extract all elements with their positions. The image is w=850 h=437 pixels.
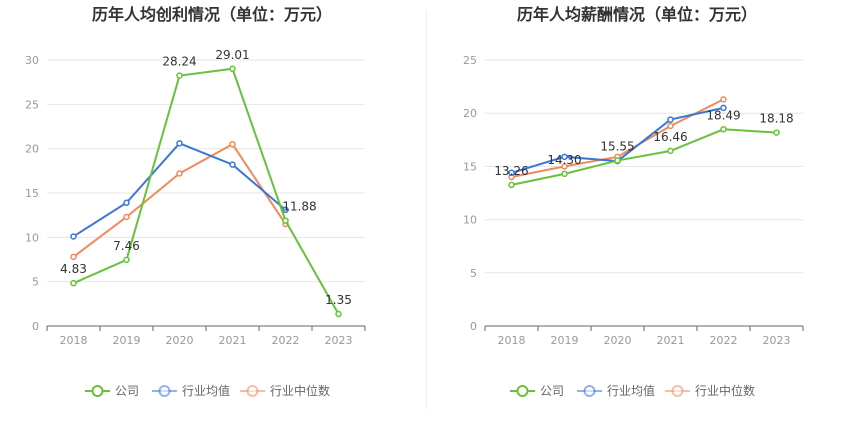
data-label: 4.83 <box>60 262 87 276</box>
data-label: 18.49 <box>706 108 740 122</box>
legend-label: 行业均值 <box>607 383 655 398</box>
series-line-行业均值 <box>72 142 287 238</box>
legend-marker <box>91 385 104 397</box>
data-label: 16.46 <box>653 130 687 144</box>
profit-chart-panel: 历年人均创利情况（单位：万元） 0 5 10 15 20 25 30 2018 2019 2020 2… <box>25 5 366 398</box>
x-tick-label: 2019 <box>551 334 579 347</box>
y-tick-label: 30 <box>25 54 39 67</box>
data-point[interactable] <box>720 126 727 133</box>
legend-marker <box>158 385 171 397</box>
data-point[interactable] <box>282 217 289 224</box>
data-point[interactable] <box>335 310 342 318</box>
salary-chart-panel: 历年人均薪酬情况（单位：万元） 0 5 10 15 20 25 2018 2019 2020 202… <box>425 0 850 437</box>
y-tick-label: 15 <box>463 160 477 173</box>
chart-title: 历年人均薪酬情况（单位：万元） <box>517 5 757 24</box>
profit-chart: 历年人均创利情况（单位：万元） 0 5 10 15 20 25 30 2018 2019 2020 2… <box>25 5 366 398</box>
data-point[interactable] <box>70 279 77 287</box>
series-line-行业中位数 <box>72 142 287 258</box>
data-point[interactable] <box>667 122 674 130</box>
x-tick-label: 2021 <box>657 334 685 347</box>
data-label: 15.55 <box>600 140 634 154</box>
y-tick-label: 20 <box>463 107 477 120</box>
series-line-行业中位数 <box>511 98 724 179</box>
legend-label: 行业均值 <box>182 383 230 398</box>
data-point[interactable] <box>123 199 130 207</box>
y-tick-label: 0 <box>470 320 477 333</box>
legend-label: 公司 <box>540 384 564 398</box>
legend-item[interactable]: 公司 <box>85 384 139 398</box>
y-tick-label: 0 <box>32 320 39 333</box>
data-label: 18.18 <box>759 112 793 126</box>
legend-label: 行业中位数 <box>695 383 755 398</box>
data-point[interactable] <box>720 96 727 103</box>
x-tick-label: 2019 <box>113 334 141 347</box>
data-point[interactable] <box>667 116 674 123</box>
data-point[interactable] <box>123 256 130 264</box>
y-tick-label: 15 <box>25 187 39 200</box>
series-line-公司 <box>511 128 777 186</box>
y-tick-label: 10 <box>463 214 477 227</box>
legend-item[interactable]: 公司 <box>510 384 564 398</box>
legend-marker <box>516 385 529 397</box>
data-point[interactable] <box>70 253 77 261</box>
legend-marker <box>671 385 684 397</box>
data-label: 13.26 <box>494 164 528 178</box>
data-point[interactable] <box>561 163 568 170</box>
panel-divider <box>426 10 427 410</box>
x-tick-label: 2022 <box>710 334 738 347</box>
data-point[interactable] <box>176 72 183 79</box>
chart-title: 历年人均创利情况（单位：万元） <box>92 5 332 24</box>
legend-item[interactable]: 行业中位数 <box>240 383 330 398</box>
legend-label: 行业中位数 <box>270 383 330 398</box>
x-tick-label: 2023 <box>763 334 791 347</box>
legend-label: 公司 <box>115 384 139 398</box>
y-tick-label: 20 <box>25 143 39 156</box>
data-label: 7.46 <box>113 239 140 253</box>
y-tick-label: 10 <box>25 231 39 244</box>
data-label: 14.30 <box>547 153 581 167</box>
data-point[interactable] <box>70 233 77 240</box>
data-label: 1.35 <box>325 293 352 307</box>
x-tick-label: 2020 <box>166 334 194 347</box>
y-tick-label: 25 <box>25 98 39 111</box>
series-line-公司 <box>73 67 340 315</box>
data-point[interactable] <box>561 170 568 178</box>
x-tick-label: 2021 <box>219 334 247 347</box>
data-label: 29.01 <box>215 48 249 62</box>
legend-item[interactable]: 行业均值 <box>152 383 230 398</box>
data-point[interactable] <box>176 140 183 147</box>
x-tick-label: 2018 <box>60 334 88 347</box>
data-point[interactable] <box>123 213 130 221</box>
data-point[interactable] <box>773 129 780 136</box>
y-tick-label: 5 <box>32 276 39 289</box>
x-tick-label: 2022 <box>272 334 300 347</box>
y-tick-label: 25 <box>463 54 477 67</box>
x-tick-label: 2023 <box>325 334 353 347</box>
data-label: 11.88 <box>282 200 316 214</box>
data-point[interactable] <box>720 104 727 112</box>
legend-marker <box>583 385 596 397</box>
legend-marker <box>246 385 259 397</box>
data-point[interactable] <box>508 169 515 177</box>
data-point[interactable] <box>508 181 515 189</box>
salary-chart: 历年人均薪酬情况（单位：万元） 0 5 10 15 20 25 2018 2019 2020 202… <box>463 5 804 398</box>
legend-item[interactable]: 行业均值 <box>577 383 655 398</box>
data-point[interactable] <box>282 206 289 214</box>
data-point[interactable] <box>229 65 236 73</box>
data-point[interactable] <box>667 147 674 155</box>
data-point[interactable] <box>614 157 621 164</box>
y-tick-label: 5 <box>470 267 477 280</box>
data-point[interactable] <box>229 140 236 148</box>
x-tick-label: 2018 <box>498 334 526 347</box>
data-label: 28.24 <box>162 55 196 69</box>
x-tick-label: 2020 <box>604 334 632 347</box>
legend-item[interactable]: 行业中位数 <box>665 383 755 398</box>
data-point[interactable] <box>229 161 236 168</box>
data-point[interactable] <box>561 153 568 161</box>
data-point[interactable] <box>176 170 183 177</box>
